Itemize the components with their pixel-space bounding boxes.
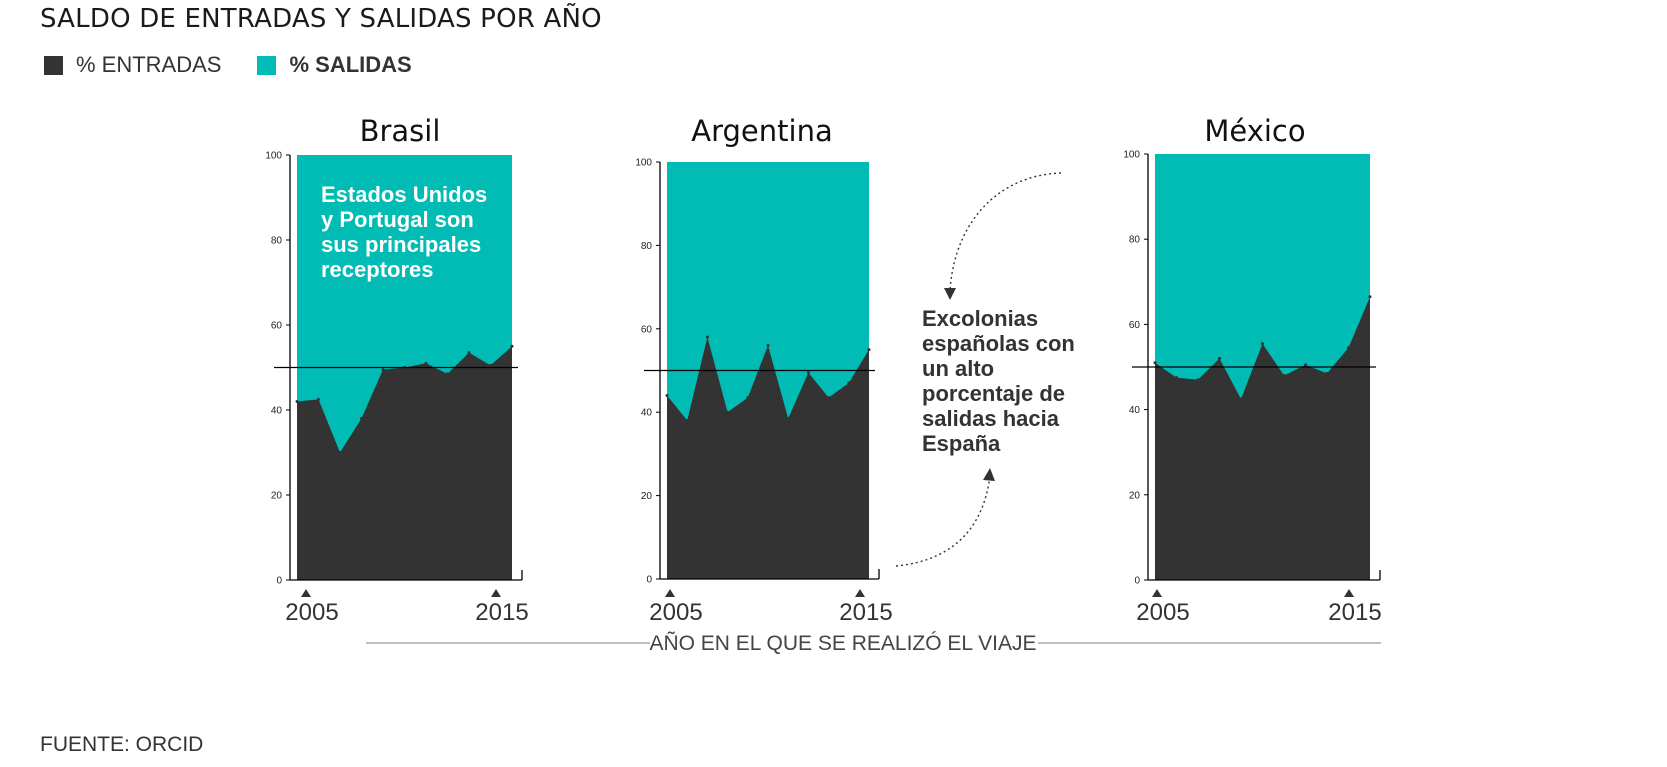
brasil-ytick-label-80: 80 <box>271 236 283 247</box>
brasil-annotation-line-1: Estados Unidos <box>321 182 487 207</box>
argentina-point-2014 <box>847 381 851 385</box>
legend-swatch-salidas <box>257 55 277 75</box>
argentina-point-2013 <box>827 396 831 400</box>
brasil-point-2014 <box>489 363 492 367</box>
mexico-point-2006 <box>1175 376 1178 380</box>
middle-annotation-line-3: un alto <box>922 356 994 381</box>
arrow-upper-head <box>944 288 956 300</box>
brasil-title: Brasil <box>360 114 441 148</box>
brasil-year-label-2015: 2015 <box>475 599 528 626</box>
brasil-point-2008 <box>360 417 363 420</box>
middle-annotation-line-6: España <box>922 431 1001 456</box>
legend-swatch-entradas <box>44 55 63 75</box>
mexico-point-2007 <box>1196 378 1200 382</box>
mexico-title: México <box>1204 114 1305 148</box>
chart-title: SALDO DE ENTRADAS Y SALIDAS POR AÑO <box>40 4 602 34</box>
argentina-ytick-label-40: 40 <box>641 408 653 419</box>
mexico-point-2013 <box>1325 371 1329 375</box>
argentina-year-label-2015: 2015 <box>839 599 892 626</box>
mexico-area-entradas <box>1155 296 1370 580</box>
middle-annotation-line-4: porcentaje de <box>922 381 1065 406</box>
middle-annotation-line-1: Excolonias <box>922 306 1038 331</box>
brasil-annotation-line-2: y Portugal son <box>321 207 474 232</box>
brasil-annotation-line-3: sus principales <box>321 232 481 257</box>
brasil-ytick-label-0: 0 <box>276 576 282 587</box>
argentina-ytick-label-20: 20 <box>641 491 653 502</box>
argentina-year-marker-2005 <box>665 589 675 597</box>
mexico-point-2014 <box>1347 346 1350 350</box>
legend-label-salidas: % SALIDAS <box>289 52 412 77</box>
brasil-point-2007 <box>338 451 342 454</box>
mexico-ytick-label-40: 40 <box>1129 405 1141 416</box>
argentina-point-2009 <box>746 396 750 400</box>
argentina-ytick-label-80: 80 <box>641 241 653 252</box>
legend: % ENTRADAS % SALIDAS <box>44 52 448 78</box>
brasil-point-2013 <box>467 351 471 355</box>
brasil-ytick-label-60: 60 <box>271 321 283 332</box>
brasil-ytick-label-20: 20 <box>271 491 283 502</box>
argentina-ytick-label-100: 100 <box>635 158 652 169</box>
mexico-year-label-2005: 2005 <box>1136 599 1189 626</box>
argentina-point-2015 <box>867 348 871 352</box>
brasil-annotation-line-4: receptores <box>321 257 434 282</box>
mexico-year-marker-2005 <box>1152 589 1162 597</box>
brasil-year-label-2005: 2005 <box>285 599 338 626</box>
argentina-point-2005 <box>665 394 669 397</box>
mexico-ytick-label-0: 0 <box>1134 576 1140 587</box>
argentina-point-2011 <box>786 417 790 420</box>
argentina-point-2007 <box>705 335 709 339</box>
mexico-point-2012 <box>1304 363 1307 367</box>
legend-label-entradas: % ENTRADAS <box>76 52 222 77</box>
argentina-point-2006 <box>685 419 689 422</box>
brasil-point-2006 <box>317 397 320 401</box>
mexico-point-2015 <box>1368 295 1372 299</box>
mexico-point-2005 <box>1153 361 1157 365</box>
brasil-point-2012 <box>446 372 449 376</box>
legend-item-entradas: % ENTRADAS <box>44 52 221 78</box>
mexico-point-2010 <box>1261 342 1264 346</box>
mexico-ytick-label-60: 60 <box>1129 320 1141 331</box>
arrow-upper-curve <box>949 172 1062 291</box>
argentina-ytick-label-0: 0 <box>646 575 652 586</box>
middle-annotation-line-5: salidas hacia <box>922 406 1060 431</box>
arrow-lower-curve <box>895 474 991 567</box>
mexico-point-2008 <box>1218 357 1221 360</box>
mexico-point-2009 <box>1239 397 1243 401</box>
argentina-ytick-label-60: 60 <box>641 324 653 335</box>
source-note: FUENTE: ORCID <box>40 733 204 756</box>
brasil-point-2005 <box>295 400 299 403</box>
argentina-title: Argentina <box>691 114 832 148</box>
mexico-year-marker-2015 <box>1344 589 1354 597</box>
brasil-point-2011 <box>424 361 428 365</box>
brasil-area-entradas <box>297 346 512 580</box>
xaxis-title: AÑO EN EL QUE SE REALIZÓ EL VIAJE <box>649 631 1036 655</box>
brasil-year-marker-2005 <box>301 589 311 597</box>
argentina-area-entradas <box>667 337 869 579</box>
brasil-point-2009 <box>381 368 385 372</box>
legend-item-salidas: % SALIDAS <box>257 52 412 78</box>
brasil-ytick-label-40: 40 <box>271 406 283 417</box>
mexico-year-label-2015: 2015 <box>1328 599 1381 626</box>
brasil-year-marker-2015 <box>491 589 501 597</box>
brasil-ytick-label-100: 100 <box>265 151 282 162</box>
argentina-year-marker-2015 <box>855 589 865 597</box>
brasil-point-2015 <box>510 344 514 348</box>
argentina-point-2010 <box>766 344 770 347</box>
mexico-ytick-label-20: 20 <box>1129 490 1141 501</box>
argentina-year-label-2005: 2005 <box>649 599 702 626</box>
mexico-ytick-label-80: 80 <box>1129 235 1141 246</box>
mexico-ytick-label-100: 100 <box>1123 150 1140 161</box>
mexico-point-2011 <box>1282 374 1286 377</box>
argentina-point-2012 <box>806 371 810 375</box>
arrow-lower-head <box>983 468 995 481</box>
argentina-point-2008 <box>726 410 730 414</box>
middle-annotation-line-2: españolas con <box>922 331 1075 356</box>
